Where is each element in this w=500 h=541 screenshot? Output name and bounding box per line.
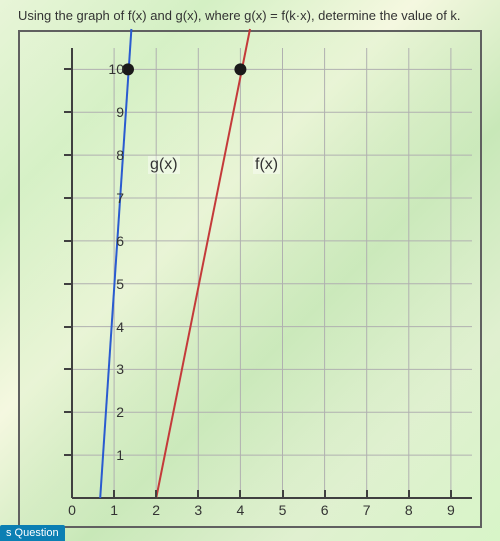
y-tickmark — [64, 454, 72, 456]
x-tick-3: 3 — [194, 502, 202, 518]
x-tickmark — [324, 490, 326, 498]
y-tickmark — [64, 197, 72, 199]
chart-panel: f(x) g(x) 10 9 8 7 6 5 4 3 2 1 0 1 2 3 4… — [18, 30, 482, 528]
grid-horizontal — [72, 69, 472, 455]
x-tickmark — [239, 490, 241, 498]
y-tick-10: 10 — [100, 61, 124, 77]
x-tickmark — [155, 490, 157, 498]
y-tickmark — [64, 411, 72, 413]
y-tick-1: 1 — [100, 447, 124, 463]
question-nav-button[interactable]: s Question — [0, 525, 65, 541]
y-tickmark — [64, 111, 72, 113]
grid-vertical — [114, 48, 451, 498]
label-f: f(x) — [253, 156, 280, 174]
x-tick-6: 6 — [321, 502, 329, 518]
x-tick-2: 2 — [152, 502, 160, 518]
x-tickmark — [113, 490, 115, 498]
x-tickmark — [197, 490, 199, 498]
line-f — [156, 29, 250, 498]
y-tickmark — [64, 240, 72, 242]
y-tickmark — [64, 154, 72, 156]
plot-area: f(x) g(x) — [72, 48, 472, 498]
x-tick-7: 7 — [363, 502, 371, 518]
y-tick-9: 9 — [100, 104, 124, 120]
y-tick-5: 5 — [100, 276, 124, 292]
y-tick-6: 6 — [100, 233, 124, 249]
y-tickmark — [64, 68, 72, 70]
x-tick-4: 4 — [236, 502, 244, 518]
x-tick-8: 8 — [405, 502, 413, 518]
y-tickmark — [64, 326, 72, 328]
line-g — [100, 29, 131, 498]
x-tickmark — [282, 490, 284, 498]
x-tick-0: 0 — [68, 502, 76, 518]
label-g: g(x) — [148, 156, 180, 174]
x-tickmark — [450, 490, 452, 498]
y-tick-2: 2 — [100, 404, 124, 420]
question-text: Using the graph of f(x) and g(x), where … — [18, 8, 461, 23]
x-tick-5: 5 — [279, 502, 287, 518]
y-tick-4: 4 — [100, 319, 124, 335]
y-tickmark — [64, 283, 72, 285]
y-tick-7: 7 — [100, 190, 124, 206]
y-tick-3: 3 — [100, 361, 124, 377]
endpoint-f — [234, 63, 246, 75]
x-tick-9: 9 — [447, 502, 455, 518]
x-tickmark — [408, 490, 410, 498]
y-tick-8: 8 — [100, 147, 124, 163]
x-tickmark — [366, 490, 368, 498]
x-tick-1: 1 — [110, 502, 118, 518]
y-tickmark — [64, 368, 72, 370]
plot-svg — [72, 48, 472, 498]
